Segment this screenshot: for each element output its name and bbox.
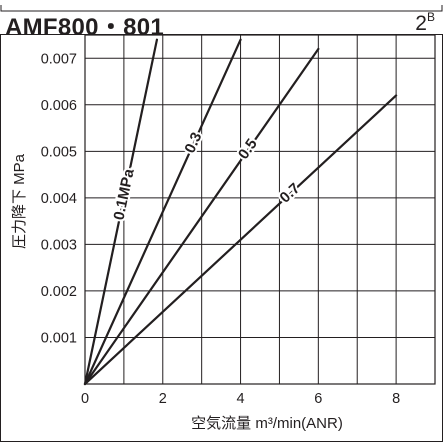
- y-tick-label: 0.003: [41, 237, 77, 253]
- chart-header: AMF800・801 2B: [0, 4, 443, 41]
- y-axis-title: 圧力降下 MPa: [11, 153, 28, 249]
- y-tick-label: 0.002: [41, 284, 77, 300]
- page-reference-letter: B: [426, 10, 435, 24]
- series-line: [83, 94, 398, 386]
- y-tick-label: 0.004: [41, 191, 77, 207]
- series-label-group: 0.5: [233, 134, 263, 165]
- x-tick-label: 8: [392, 391, 400, 407]
- plot-area-border: [84, 35, 436, 385]
- x-tick-label: 4: [237, 391, 245, 407]
- series-label: 0.5: [235, 136, 261, 163]
- series-line: [83, 47, 320, 386]
- page-reference: 2B: [415, 10, 435, 36]
- y-tick-label: 0.001: [41, 330, 77, 346]
- y-tick-label: 0.005: [41, 144, 77, 160]
- page-reference-number: 2: [415, 12, 427, 35]
- x-tick-label: 6: [314, 391, 322, 407]
- chart-frame: 0.001 0.002 0.003 0.004 0.005 0.006 0.007 0 2 4 6 8…: [0, 34, 443, 442]
- top-border-strip: [0, 0, 443, 12]
- model-title: AMF800・801: [5, 14, 165, 41]
- pressure-drop-chart: 0.001 0.002 0.003 0.004 0.005 0.006 0.007 0 2 4 6 8…: [11, 35, 436, 432]
- x-axis-title: 空気流量 m³/min(ANR): [191, 415, 343, 432]
- series-label-group: 0.1MPa: [108, 165, 139, 224]
- x-tick-label: 0: [81, 391, 89, 407]
- x-tick-label: 2: [159, 391, 167, 407]
- series-line: [83, 38, 242, 386]
- series-label: 0.1MPa: [110, 167, 137, 222]
- y-tick-label: 0.006: [41, 98, 77, 114]
- series-line: [83, 38, 159, 386]
- y-tick-label: 0.007: [41, 51, 77, 67]
